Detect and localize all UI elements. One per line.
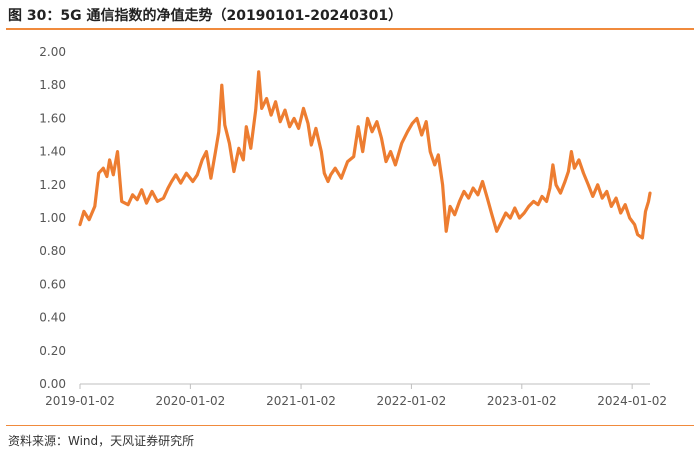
title-bar: 图 30：5G 通信指数的净值走势（20190101-20240301）: [0, 0, 700, 28]
x-tick-label: 2021-01-02: [266, 394, 336, 408]
x-tick-label: 2020-01-02: [155, 394, 225, 408]
y-tick-label: 0.00: [39, 377, 66, 391]
y-tick-label: 1.80: [39, 78, 66, 92]
y-tick-label: 0.60: [39, 277, 66, 291]
y-tick-label: 1.20: [39, 178, 66, 192]
y-tick-label: 0.40: [39, 311, 66, 325]
footer-rule: [6, 425, 694, 426]
source-note: 资料来源：Wind，天风证券研究所: [8, 434, 195, 448]
series-group: [78, 70, 652, 240]
y-axis: 0.00 0.20 0.40 0.60 0.80 1.00 1.20 1.40 1.60 1.80…: [39, 45, 66, 391]
figure-title: 图 30：5G 通信指数的净值走势（20190101-20240301）: [8, 8, 403, 24]
y-tick-label: 0.20: [39, 344, 66, 358]
y-tick-label: 1.40: [39, 145, 66, 159]
y-tick-label: 0.80: [39, 244, 66, 258]
y-tick-label: 1.00: [39, 211, 66, 225]
title-rule: [6, 28, 694, 30]
x-tick-label: 2023-01-02: [487, 394, 557, 408]
x-tick-label: 2019-01-02: [45, 394, 115, 408]
x-tick-label: 2022-01-02: [377, 394, 447, 408]
x-tick-label: 2024-01-02: [597, 394, 667, 408]
line-chart: 0.00 0.20 0.40 0.60 0.80 1.00 1.20 1.40 1.60 1.80…: [39, 45, 667, 408]
series-line: [78, 70, 652, 240]
x-axis: 2019-01-02 2020-01-02 2021-01-02 2022-01-02…: [45, 383, 667, 408]
y-tick-label: 1.60: [39, 111, 66, 125]
y-tick-label: 2.00: [39, 45, 66, 59]
